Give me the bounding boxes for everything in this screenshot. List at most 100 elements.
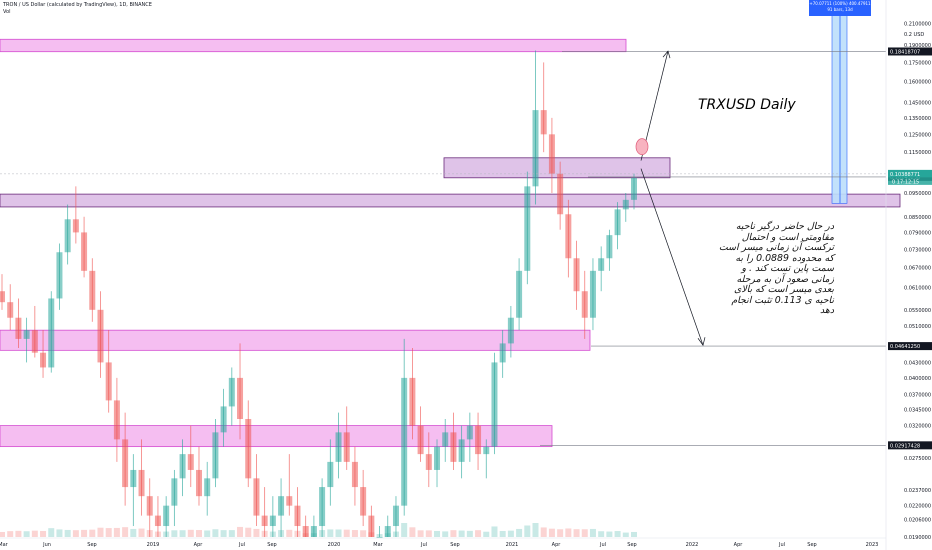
candle-body xyxy=(253,478,260,516)
volume-bar xyxy=(606,531,613,537)
candle-body xyxy=(302,526,309,537)
price-tag xyxy=(888,169,932,178)
candle-body xyxy=(516,270,523,318)
candle-body xyxy=(113,400,120,440)
candle-body xyxy=(23,330,30,339)
volume-bar xyxy=(417,530,424,537)
candle-body xyxy=(425,454,432,470)
price-tick-label: 0.0190000 xyxy=(904,535,931,541)
time-tick-label: 2022 xyxy=(686,542,699,548)
volume-bar xyxy=(212,529,219,537)
price-tick-label: 0.0950000 xyxy=(904,191,931,197)
volume-bar xyxy=(631,531,637,537)
volume-bar xyxy=(0,531,5,537)
projection-label-line1: +70.07711 (100%) 400.47911 xyxy=(809,1,871,6)
volume-bar xyxy=(64,529,71,537)
candle-body xyxy=(360,487,367,516)
mid-upper-zone xyxy=(443,157,671,179)
price-tick-label: 0.0510000 xyxy=(904,324,931,330)
candle-body xyxy=(417,425,424,455)
volume-bar xyxy=(286,529,293,537)
up-arrowhead xyxy=(662,50,671,59)
volume-bar xyxy=(409,527,416,537)
candle-body xyxy=(72,219,79,233)
price-tag-label: 0.04641250 xyxy=(890,344,920,350)
time-tick-label: Mar xyxy=(0,542,9,548)
price-tick-label: 0.2 USD xyxy=(904,32,924,38)
candle-body xyxy=(122,439,129,488)
candle-body xyxy=(589,270,596,318)
candle-body xyxy=(499,343,506,363)
price-tick-label: 0.2100000 xyxy=(904,21,931,27)
volume-bar xyxy=(31,530,38,537)
volume-bar xyxy=(89,529,96,537)
candle-body xyxy=(228,377,235,407)
lower-zone xyxy=(0,329,591,351)
countdown-tag xyxy=(888,177,932,185)
candle-body xyxy=(614,209,621,236)
volume-bar xyxy=(483,531,490,537)
price-tick-label: 0.0400000 xyxy=(904,376,931,382)
time-tick-label: Apr xyxy=(734,542,744,548)
candle-body xyxy=(384,526,391,537)
resistance-marker-ellipse xyxy=(635,138,649,156)
candle-body xyxy=(319,487,326,527)
time-tick-label: 2020 xyxy=(328,542,341,548)
candle-body xyxy=(327,461,334,488)
candle-body xyxy=(89,270,96,310)
volume-bar xyxy=(466,530,473,537)
volume-bar xyxy=(598,531,605,537)
volume-bar xyxy=(442,531,449,537)
time-tick-label: 2023 xyxy=(866,542,879,548)
projection-label: +70.07711 (100%) 400.47911 91 bars, 13d xyxy=(809,0,871,16)
volume-bar xyxy=(524,525,531,537)
price-tick-label: 0.0850000 xyxy=(904,215,931,221)
candle-body xyxy=(335,432,342,462)
candle-body xyxy=(237,377,244,419)
candle-body xyxy=(40,352,47,368)
time-tick-label: Jul xyxy=(599,542,606,548)
volume-bar xyxy=(40,530,47,537)
candle-body xyxy=(195,469,202,497)
candle-body xyxy=(64,219,71,253)
price-tick-label: 0.0790000 xyxy=(904,230,931,236)
time-tick-label: Sep xyxy=(87,542,96,548)
projection-range xyxy=(831,0,848,204)
time-tick-label: Sep xyxy=(627,542,636,548)
time-tick-label: Apr xyxy=(552,542,562,548)
countdown-label: 0 17:12:15 xyxy=(892,179,919,185)
volume-bar xyxy=(220,530,227,537)
candle-body xyxy=(483,446,490,455)
volume-bar xyxy=(105,528,112,537)
volume-bar xyxy=(228,530,235,537)
volume-bar xyxy=(458,530,465,537)
price-tick-label: 0.0237000 xyxy=(904,488,931,494)
volume-bar xyxy=(253,528,260,537)
time-tick-label: Sep xyxy=(267,542,276,548)
price-tag-label: 0.02917428 xyxy=(890,443,920,449)
candle-body xyxy=(548,134,555,174)
price-tick-label: 0.0220000 xyxy=(904,504,931,510)
levels-layer: 0.184187070.102432980.103887710.04641250… xyxy=(0,47,932,450)
volume-indicator-label[interactable]: Vol xyxy=(3,9,11,15)
volume-bar xyxy=(23,531,30,537)
price-tag-label: 0.10388771 xyxy=(890,172,920,178)
bottom-zone xyxy=(0,425,553,448)
candle-body xyxy=(343,432,350,462)
symbol-title[interactable]: TRON / US Dollar (calculated by TradingV… xyxy=(3,2,152,8)
price-tick-label: 0.1450000 xyxy=(904,101,931,107)
price-axis[interactable]: 0.2 USD 0.2100000 0.1900000 0.1750000 0.1600… xyxy=(885,0,931,550)
volume-bar xyxy=(499,530,506,537)
time-tick-label: Jul xyxy=(778,542,785,548)
volume-bar xyxy=(187,529,194,537)
price-tick-label: 0.0275000 xyxy=(904,456,931,462)
time-axis[interactable]: Mar Jun Sep 2019 Apr Jul Sep 2020 Mar Jul Sep 2021 A… xyxy=(0,537,886,548)
candle-body xyxy=(310,526,317,537)
candle-body xyxy=(532,110,539,187)
candle-body xyxy=(31,330,38,353)
volume-bar xyxy=(97,527,104,537)
volume-bar xyxy=(48,528,55,537)
price-tag xyxy=(888,47,932,56)
candle-body xyxy=(507,317,514,344)
